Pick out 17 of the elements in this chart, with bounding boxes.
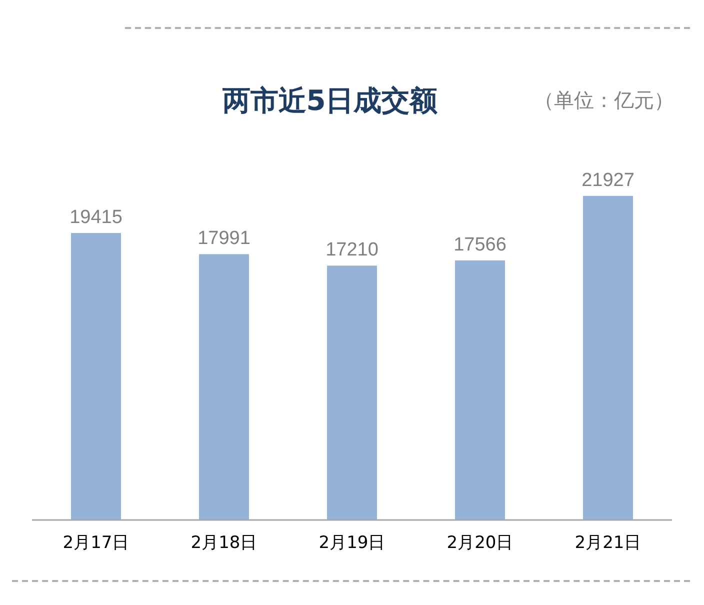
text: （单位：亿元）: [534, 87, 674, 114]
x-tick-label: 2月17日: [62, 533, 130, 554]
data-label: 17566: [454, 234, 506, 256]
bar: [71, 233, 121, 520]
bar: [327, 266, 377, 520]
x-tick-label: 2月19日: [318, 533, 386, 554]
x-tick-label: 2月21日: [574, 533, 642, 554]
data-label: 17991: [198, 228, 250, 250]
chart-title: 两市近5日成交额: [221, 83, 439, 119]
bar: [583, 196, 633, 520]
bar: [199, 254, 249, 520]
x-tick-label: 2月18日: [190, 533, 258, 554]
bar: [455, 260, 505, 520]
x-tick-label: 2月20日: [446, 533, 514, 554]
data-label: 21927: [582, 170, 634, 191]
data-label: 19415: [70, 207, 122, 228]
data-label: 17210: [326, 240, 378, 261]
